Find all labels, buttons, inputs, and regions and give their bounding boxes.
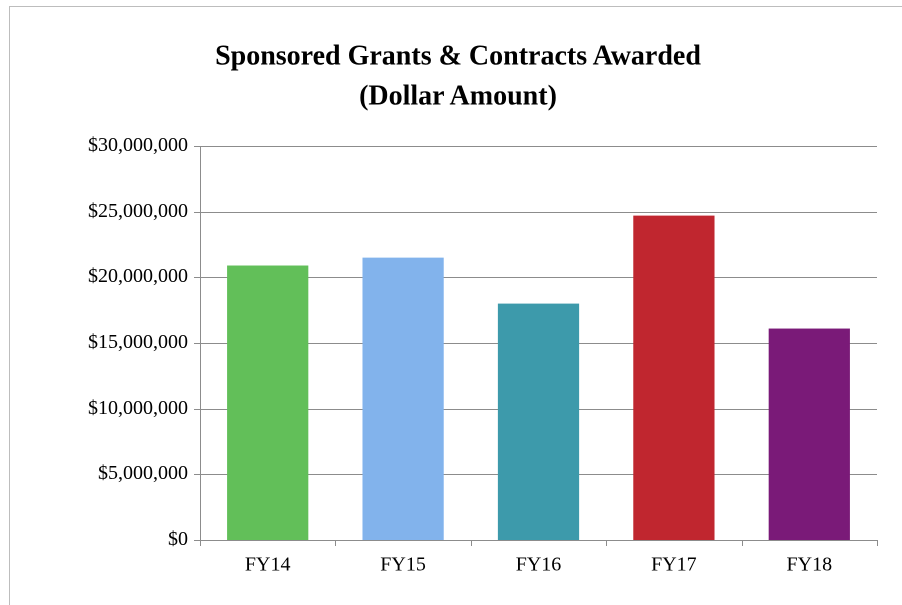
x-tick-label: FY18	[787, 554, 833, 576]
y-tick-label: $15,000,000	[88, 331, 188, 353]
y-tick-label: $25,000,000	[88, 200, 188, 222]
y-tick-label: $20,000,000	[88, 265, 188, 287]
x-tick-label: FY15	[380, 554, 426, 576]
y-tick-label: $10,000,000	[88, 397, 188, 419]
bar	[768, 328, 850, 540]
bar	[362, 257, 444, 540]
bar	[227, 265, 309, 540]
y-tick-label: $30,000,000	[88, 134, 188, 156]
bar	[633, 215, 715, 540]
x-tick-label: FY17	[651, 554, 697, 576]
chart-subtitle: (Dollar Amount)	[359, 80, 557, 111]
bar	[497, 303, 580, 540]
chart-border	[9, 6, 902, 605]
chart-title: Sponsored Grants & Contracts Awarded	[215, 40, 701, 71]
x-tick-label: FY14	[245, 554, 291, 576]
y-tick-label: $5,000,000	[98, 462, 188, 484]
x-tick-label: FY16	[516, 554, 562, 576]
y-tick-label: $0	[168, 528, 188, 550]
